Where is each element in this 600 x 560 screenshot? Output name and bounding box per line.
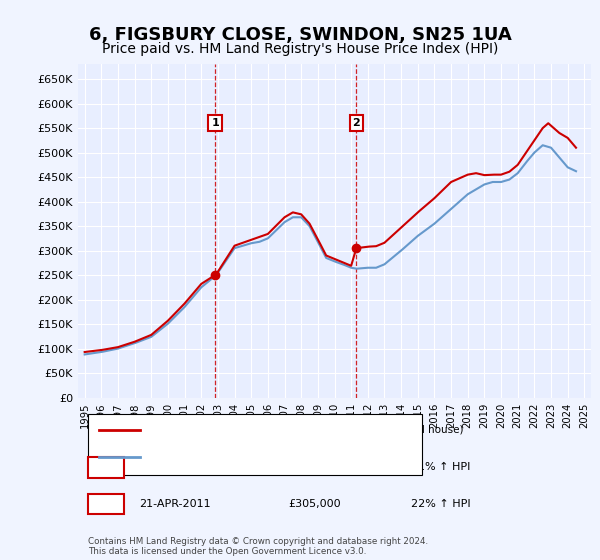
Text: 11% ↑ HPI: 11% ↑ HPI <box>412 463 471 473</box>
Text: £305,000: £305,000 <box>289 499 341 508</box>
Text: HPI: Average price, detached house, Swindon: HPI: Average price, detached house, Swin… <box>150 452 387 463</box>
Text: 2: 2 <box>352 118 360 128</box>
FancyBboxPatch shape <box>88 414 422 475</box>
Text: 21-APR-2011: 21-APR-2011 <box>140 499 211 508</box>
Text: 31-OCT-2002: 31-OCT-2002 <box>140 463 212 473</box>
Text: Price paid vs. HM Land Registry's House Price Index (HPI): Price paid vs. HM Land Registry's House … <box>102 43 498 57</box>
Text: 1: 1 <box>102 461 110 474</box>
Text: 1: 1 <box>211 118 219 128</box>
Text: 22% ↑ HPI: 22% ↑ HPI <box>412 499 471 508</box>
Text: Contains HM Land Registry data © Crown copyright and database right 2024.
This d: Contains HM Land Registry data © Crown c… <box>88 537 428 557</box>
Text: 2: 2 <box>102 497 110 510</box>
FancyBboxPatch shape <box>88 458 124 478</box>
Text: £249,995: £249,995 <box>289 463 341 473</box>
FancyBboxPatch shape <box>88 493 124 514</box>
Text: 6, FIGSBURY CLOSE, SWINDON, SN25 1UA: 6, FIGSBURY CLOSE, SWINDON, SN25 1UA <box>89 26 511 44</box>
Text: 6, FIGSBURY CLOSE, SWINDON, SN25 1UA (detached house): 6, FIGSBURY CLOSE, SWINDON, SN25 1UA (de… <box>150 425 463 435</box>
